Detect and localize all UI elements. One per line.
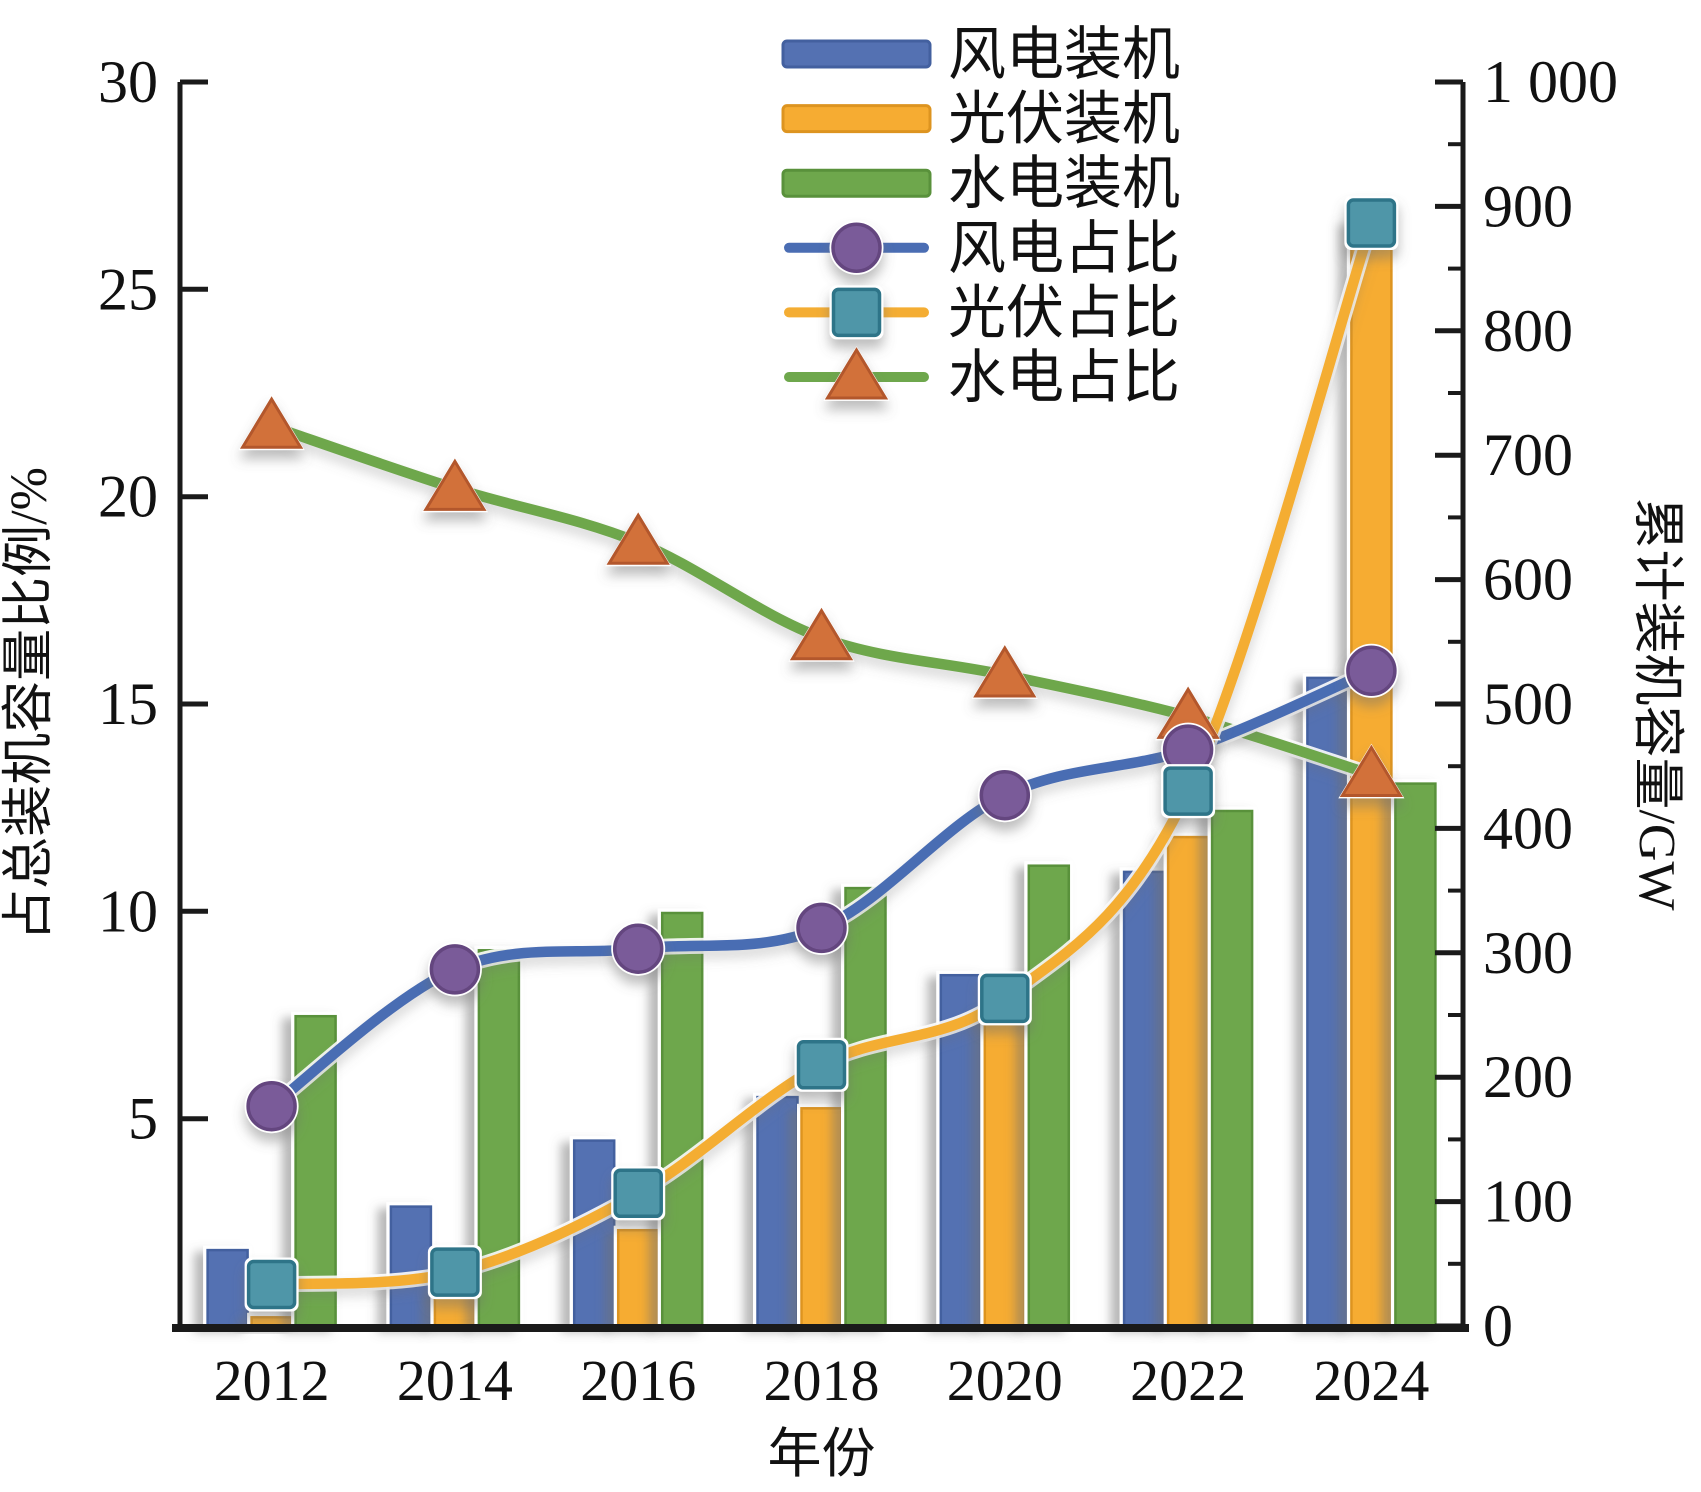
bar-wind-capacity-2014 [386, 1202, 436, 1328]
bar-pv-capacity-2022 [1163, 832, 1213, 1328]
x-tick-label: 2014 [397, 1348, 513, 1413]
marker-hydro-share-2020 [971, 644, 1038, 699]
legend-item-hydro-share: 水电占比 [781, 345, 1180, 410]
bar-fill [756, 1095, 799, 1328]
bar-fill [1166, 835, 1210, 1328]
legend-marker-pv-share-icon [829, 285, 884, 340]
bar-pv-capacity-2016 [613, 1225, 663, 1328]
marker-pv-share-2012 [244, 1257, 299, 1312]
x-tick-label: 2012 [214, 1348, 330, 1413]
bar-fill [1394, 782, 1437, 1328]
bar-fill [660, 911, 704, 1328]
x-axis-title: 年份 [768, 1424, 876, 1484]
bar-hydro-capacity-2016 [657, 908, 707, 1328]
marker-wind-share-2014 [427, 942, 482, 997]
x-tick-label: 2024 [1313, 1348, 1429, 1413]
right-tick-label: 0 [1483, 1293, 1513, 1359]
left-tick-label: 30 [98, 49, 158, 115]
legend-label: 光伏装机 [948, 87, 1180, 152]
bar-hydro-capacity-2020 [1024, 861, 1074, 1328]
marker-hydro-share-2012 [238, 395, 305, 451]
marker-wind-share-2022 [1161, 722, 1216, 777]
legend-swatch-wind-capacity-icon [781, 39, 932, 69]
bar-pv-capacity-2020 [980, 1006, 1030, 1328]
left-tick-label: 25 [98, 256, 158, 322]
bar-wind-capacity-2024 [1302, 673, 1352, 1328]
bar-fill [983, 1010, 1027, 1328]
right-tick-label: 300 [1483, 920, 1573, 986]
left-tick-label: 10 [98, 878, 158, 944]
marker-hydro-share-2024 [1338, 743, 1405, 799]
left-tick-label: 15 [98, 671, 158, 737]
line-series-group [238, 196, 1405, 1312]
marker-hydro-share-2016 [605, 511, 672, 567]
legend-marker-wind-share-icon [829, 220, 884, 275]
bar-pv-capacity-2018 [797, 1103, 846, 1328]
x-tick-label: 2016 [580, 1348, 696, 1413]
right-tick-label: 200 [1483, 1044, 1573, 1110]
right-tick-label: 500 [1483, 671, 1573, 737]
left-tick-label: 20 [98, 464, 158, 530]
legend-marker-hydro-share-icon [823, 346, 890, 401]
marker-hydro-share-2018 [788, 606, 855, 662]
bar-fill [572, 1139, 616, 1328]
legend-label: 水电占比 [948, 345, 1180, 410]
legend-label: 风电装机 [948, 22, 1180, 87]
marker-hydro-share-2014 [421, 457, 488, 513]
right-tick-label: 800 [1483, 298, 1573, 364]
x-tick-label: 2020 [947, 1348, 1063, 1413]
bar-fill [206, 1248, 249, 1328]
marker-pv-share-2014 [427, 1245, 482, 1300]
bar-fill [1306, 676, 1349, 1328]
left-tick-label: 5 [128, 1086, 158, 1152]
bar-fill [1210, 809, 1254, 1328]
legend-label: 水电装机 [948, 151, 1180, 216]
right-tick-label: 400 [1483, 795, 1573, 861]
legend-item-pv-share: 光伏占比 [781, 280, 1180, 345]
bar-wind-capacity-2016 [569, 1136, 619, 1328]
right-tick-label: 900 [1483, 173, 1573, 239]
legend-item-pv-capacity: 光伏装机 [781, 87, 1180, 152]
marker-wind-share-2020 [977, 768, 1032, 823]
marker-pv-share-2020 [977, 971, 1032, 1026]
x-tick-label: 2018 [764, 1348, 880, 1413]
x-tick-label: 2022 [1130, 1348, 1246, 1413]
right-tick-label: 100 [1483, 1169, 1573, 1235]
bar-wind-capacity-2018 [753, 1092, 802, 1328]
right-axis-title: 累计装机容量/GW [1628, 497, 1685, 910]
bar-fill [389, 1205, 433, 1328]
marker-wind-share-2018 [794, 900, 849, 955]
axes-group: 5101520253001002003004005006007008009001… [1, 49, 1685, 1484]
left-axis-title: 占总装机容量比例/% [1, 467, 58, 941]
legend-item-hydro-capacity: 水电装机 [781, 151, 1180, 216]
marker-wind-share-2012 [244, 1079, 299, 1134]
right-tick-label: 1 000 [1483, 49, 1618, 115]
bar-fill [1122, 870, 1166, 1328]
bar-hydro-capacity-2024 [1390, 779, 1440, 1328]
bar-hydro-capacity-2022 [1207, 806, 1257, 1328]
right-tick-label: 700 [1483, 422, 1573, 488]
bar-fill [800, 1107, 843, 1328]
legend-item-wind-share: 风电占比 [781, 216, 1180, 281]
bar-wind-capacity-2022 [1119, 867, 1169, 1328]
bar-hydro-capacity-2018 [841, 883, 890, 1328]
bar-fill [1027, 864, 1071, 1328]
legend-swatch-hydro-capacity-icon [781, 168, 932, 198]
legend-label: 光伏占比 [948, 280, 1180, 345]
legend-swatch-pv-capacity-icon [781, 104, 932, 134]
right-tick-label: 600 [1483, 547, 1573, 613]
marker-pv-share-2018 [794, 1037, 849, 1092]
marker-pv-share-2024 [1344, 196, 1399, 250]
legend-item-wind-capacity: 风电装机 [781, 22, 1180, 87]
marker-pv-share-2016 [611, 1166, 666, 1221]
marker-wind-share-2024 [1344, 643, 1399, 698]
marker-pv-share-2022 [1161, 764, 1216, 819]
bar-fill [844, 886, 887, 1328]
bar-fill [616, 1228, 660, 1328]
legend-label: 风电占比 [948, 216, 1180, 281]
marker-wind-share-2016 [611, 921, 666, 976]
